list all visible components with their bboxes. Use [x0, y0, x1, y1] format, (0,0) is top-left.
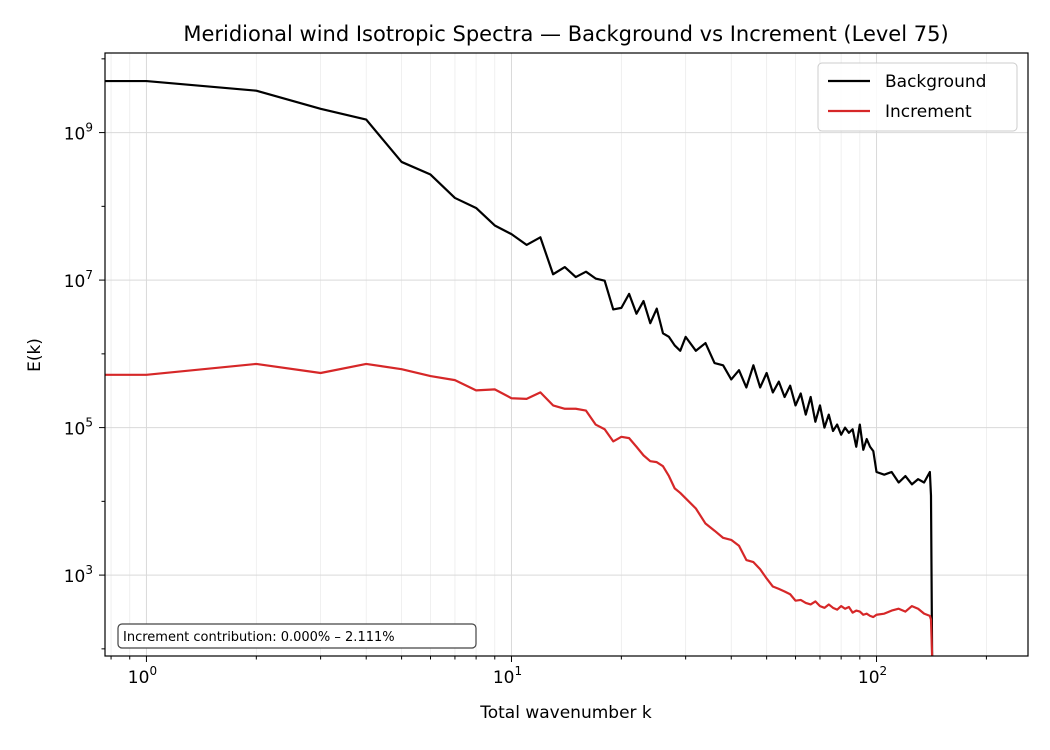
chart-title: Meridional wind Isotropic Spectra — Back…	[183, 22, 948, 46]
series-layer	[105, 79, 934, 656]
plot-frame	[104, 52, 1029, 657]
annotation-frame	[117, 623, 477, 649]
y-axis-label: E(k)	[25, 338, 45, 372]
series-line-increment	[105, 362, 934, 656]
legend-label-background: Background	[885, 72, 986, 92]
grid-lines	[105, 53, 1028, 656]
annotation-box: Increment contribution: 0.000% – 2.111%	[117, 623, 477, 649]
legend: Background Increment	[817, 62, 1018, 132]
annotation-text: Increment contribution: 0.000% – 2.111%	[123, 630, 395, 645]
x-axis-label: Total wavenumber k	[479, 703, 652, 723]
series-line-background	[105, 79, 934, 656]
legend-label-increment: Increment	[885, 102, 972, 122]
